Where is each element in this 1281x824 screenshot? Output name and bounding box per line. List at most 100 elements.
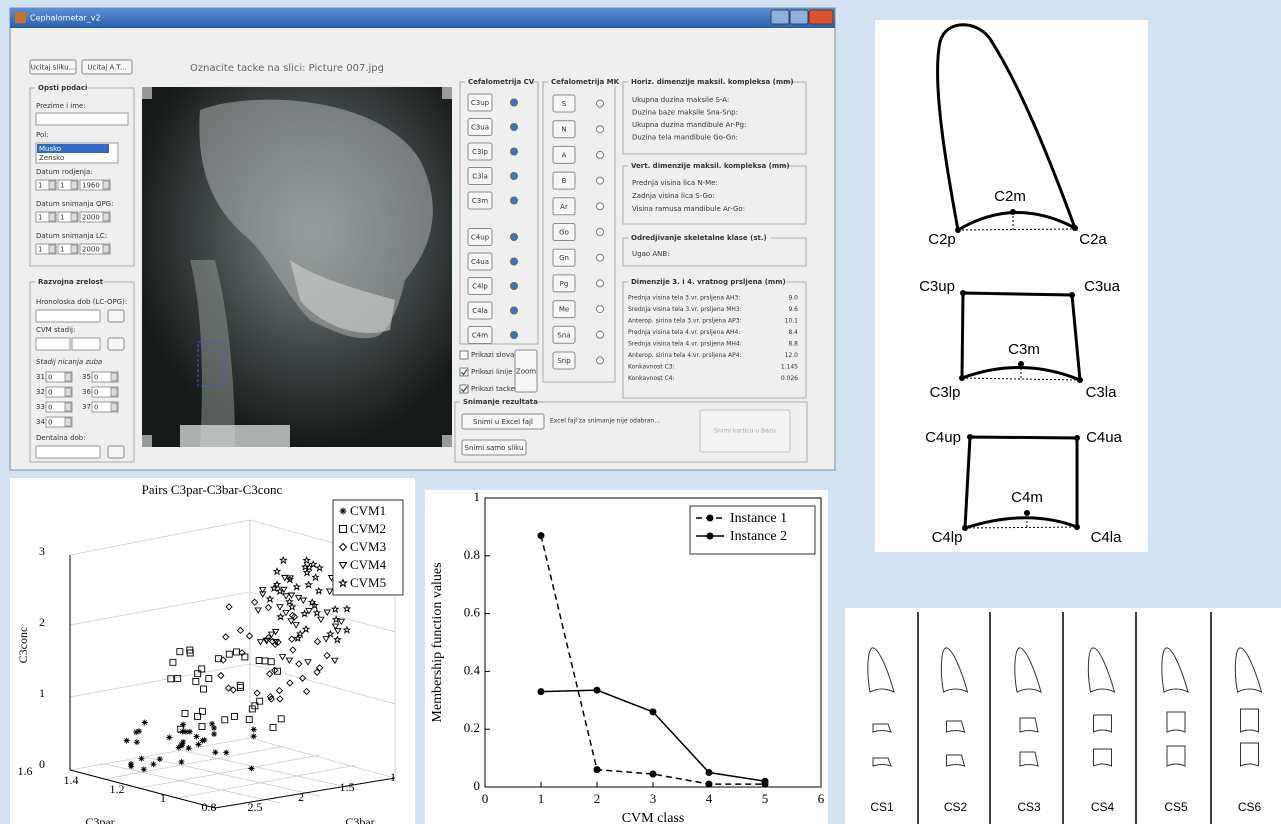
radio[interactable] xyxy=(510,282,518,290)
close-button[interactable] xyxy=(808,9,834,25)
cv-point-button[interactable] xyxy=(467,191,493,210)
cv-point-button[interactable] xyxy=(467,93,493,112)
checkbox[interactable] xyxy=(459,367,469,377)
zoom-button[interactable] xyxy=(514,349,538,393)
radio[interactable] xyxy=(596,305,604,314)
button-label: Snp xyxy=(557,357,571,365)
radio[interactable] xyxy=(596,330,604,339)
input[interactable] xyxy=(35,445,101,459)
cv-point-button[interactable] xyxy=(467,142,493,161)
label: Prezime i ime: xyxy=(36,102,86,110)
combo-arrow[interactable] xyxy=(64,417,72,427)
radio[interactable] xyxy=(510,147,518,156)
load-image-button[interactable] xyxy=(29,59,77,75)
combo-box[interactable] xyxy=(79,179,111,191)
mk-point-button[interactable] xyxy=(552,171,576,190)
combo-arrow[interactable] xyxy=(102,212,110,222)
radio[interactable] xyxy=(596,125,604,134)
small-button[interactable] xyxy=(107,309,125,323)
combo-box[interactable] xyxy=(57,211,79,223)
combo-box[interactable] xyxy=(91,401,119,413)
radio[interactable] xyxy=(596,253,604,262)
cv-point-button[interactable] xyxy=(467,118,493,136)
combo-box[interactable] xyxy=(45,416,73,428)
combo-box[interactable] xyxy=(79,243,111,255)
radio[interactable] xyxy=(596,228,604,236)
cv-point-button[interactable] xyxy=(467,228,493,246)
radio[interactable] xyxy=(596,202,604,211)
scatter-point-illustration xyxy=(316,664,324,672)
small-button[interactable] xyxy=(107,445,125,459)
combo-box[interactable] xyxy=(91,371,119,383)
combo-box[interactable] xyxy=(45,401,73,413)
combo-box[interactable] xyxy=(79,211,111,223)
combo-box[interactable] xyxy=(45,371,73,383)
mk-point-button[interactable] xyxy=(552,145,576,164)
radio[interactable] xyxy=(510,123,518,131)
combo-box[interactable] xyxy=(35,211,57,223)
radio[interactable] xyxy=(596,150,604,159)
combo-arrow[interactable] xyxy=(64,402,72,412)
radio[interactable] xyxy=(510,306,518,315)
combo-arrow[interactable] xyxy=(48,244,56,254)
cv-point-button[interactable] xyxy=(467,277,493,295)
radio[interactable] xyxy=(596,176,604,185)
mk-point-button[interactable] xyxy=(552,274,576,293)
minimize-button[interactable] xyxy=(770,9,790,25)
radio[interactable] xyxy=(510,98,518,107)
cv-point-button[interactable] xyxy=(467,301,493,320)
mk-point-button[interactable] xyxy=(552,351,576,370)
combo-arrow[interactable] xyxy=(102,244,110,254)
combo-arrow[interactable] xyxy=(102,180,110,190)
combo-box[interactable] xyxy=(57,243,79,255)
combo-arrow[interactable] xyxy=(70,212,78,222)
radio[interactable] xyxy=(510,331,518,339)
radio[interactable] xyxy=(510,196,518,205)
combo-box[interactable] xyxy=(57,179,79,191)
mk-point-button[interactable] xyxy=(552,94,576,113)
radio[interactable] xyxy=(510,172,518,180)
radio[interactable] xyxy=(596,279,604,288)
mk-point-button[interactable] xyxy=(552,325,576,344)
radio[interactable] xyxy=(596,99,604,108)
small-button[interactable] xyxy=(107,337,125,351)
checkbox[interactable] xyxy=(459,384,469,394)
c3-shape xyxy=(946,720,966,733)
radio[interactable] xyxy=(510,257,518,266)
combo-box[interactable] xyxy=(35,179,57,191)
combo-arrow[interactable] xyxy=(110,402,118,412)
combo-arrow[interactable] xyxy=(70,180,78,190)
mk-point-button[interactable] xyxy=(552,197,576,216)
radio[interactable] xyxy=(596,356,604,365)
mk-point-button[interactable] xyxy=(552,248,576,267)
radio[interactable] xyxy=(510,233,518,241)
series-marker xyxy=(593,766,601,774)
combo-arrow[interactable] xyxy=(70,244,78,254)
scatter-point-illustration xyxy=(186,728,193,735)
cv-point-button[interactable] xyxy=(467,252,493,271)
maximize-button[interactable] xyxy=(789,9,809,25)
combo-box[interactable] xyxy=(45,386,73,398)
mk-point-button[interactable] xyxy=(552,300,576,319)
combo-box[interactable] xyxy=(35,243,57,255)
combo-arrow[interactable] xyxy=(48,180,56,190)
cv-point-button[interactable] xyxy=(467,167,493,185)
excel-button[interactable] xyxy=(461,413,545,430)
mk-point-button[interactable] xyxy=(552,223,576,241)
save-image-button[interactable] xyxy=(461,439,527,456)
input[interactable] xyxy=(35,309,101,323)
combo-arrow[interactable] xyxy=(110,372,118,382)
combo-arrow[interactable] xyxy=(110,387,118,397)
mk-point-button[interactable] xyxy=(552,120,576,139)
cv-point-button[interactable] xyxy=(467,326,493,344)
combo-arrow[interactable] xyxy=(64,372,72,382)
combo-arrow[interactable] xyxy=(48,212,56,222)
checkbox[interactable] xyxy=(459,350,469,360)
input[interactable] xyxy=(71,337,101,351)
load-points-button[interactable] xyxy=(81,59,133,75)
combo-box[interactable] xyxy=(91,386,119,398)
input[interactable] xyxy=(35,337,71,351)
combo-arrow[interactable] xyxy=(64,387,72,397)
name-input[interactable] xyxy=(35,112,129,126)
db-button[interactable] xyxy=(699,409,791,453)
